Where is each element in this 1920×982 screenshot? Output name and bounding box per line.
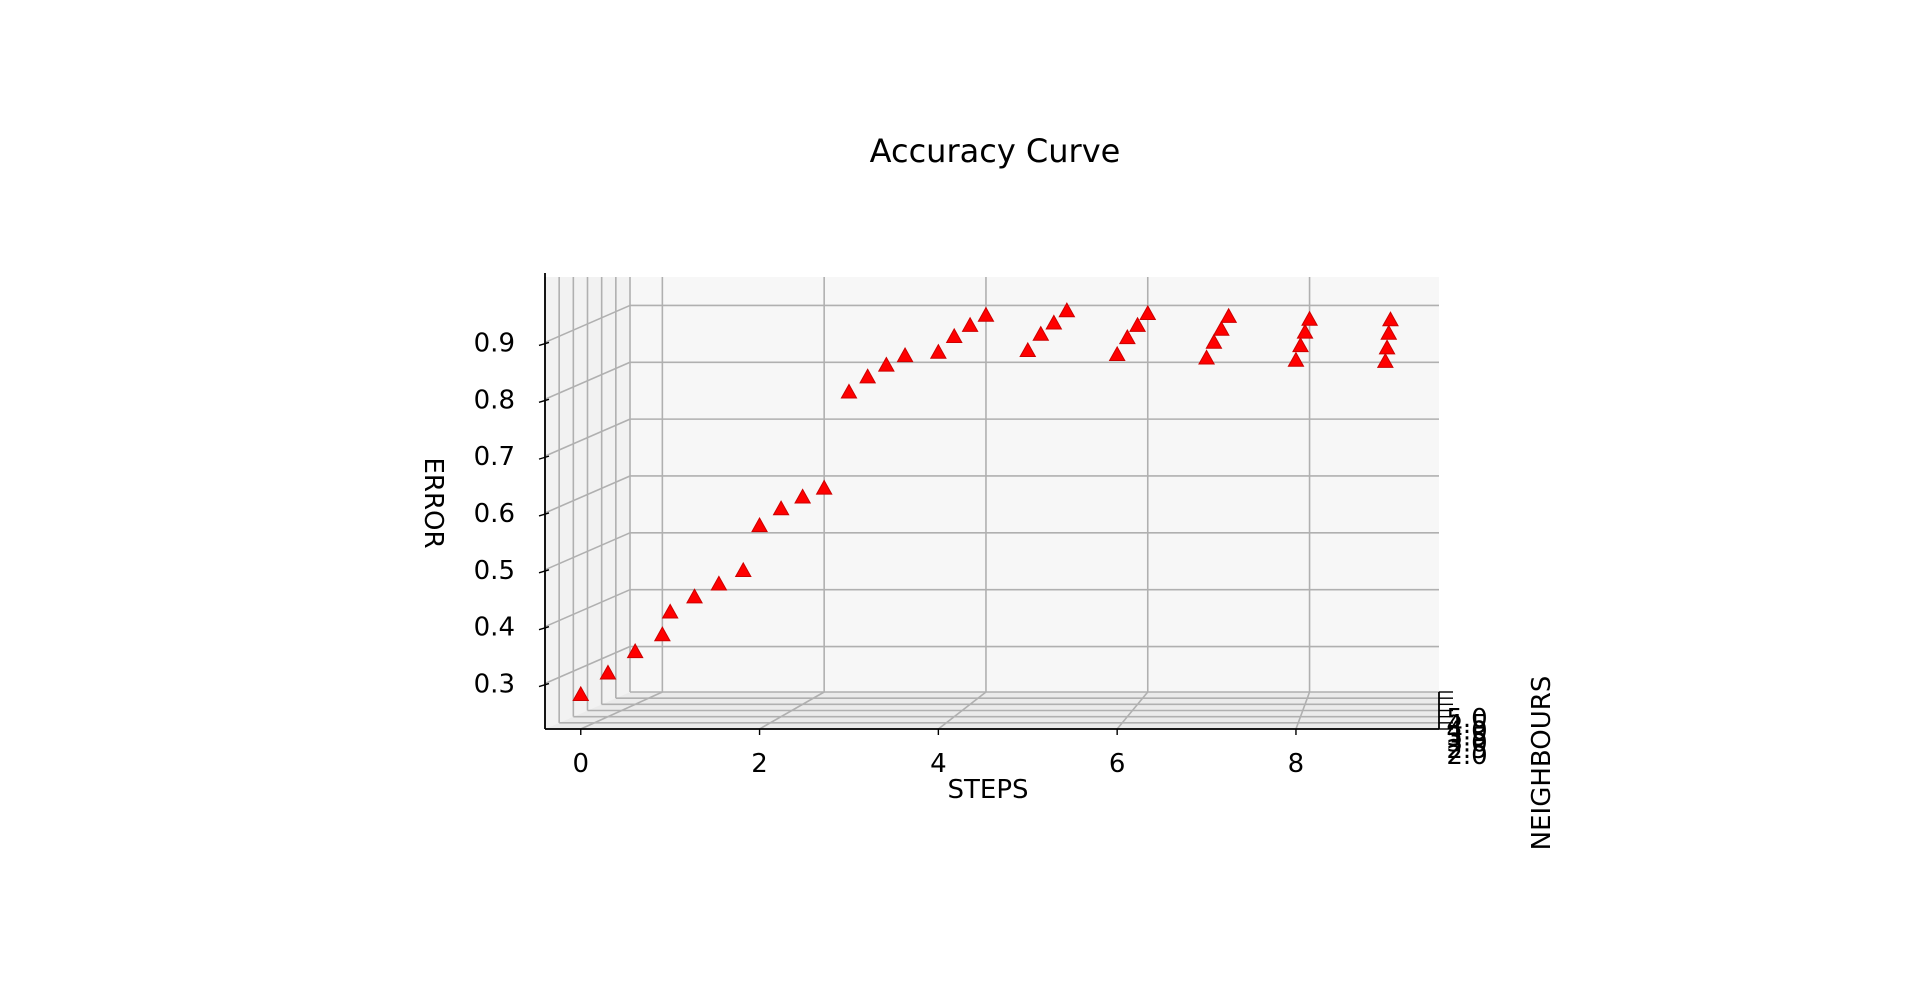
y-tick-label: 4.5 bbox=[1446, 710, 1487, 740]
tick-labels: 0 2 4 6 8 0.3 0.4 0.5 0.6 0.7 0.8 0.9 2.02.53.03.54.… bbox=[474, 328, 1488, 779]
x-axis-label: STEPS bbox=[948, 775, 1029, 805]
data-point bbox=[599, 664, 617, 680]
data-point bbox=[661, 603, 679, 619]
x-tick-label: 0 bbox=[572, 749, 589, 779]
data-point bbox=[1108, 345, 1126, 362]
data-point bbox=[1380, 324, 1398, 340]
z-axis-label: ERROR bbox=[418, 457, 448, 548]
data-point bbox=[1205, 333, 1223, 349]
data-point bbox=[1378, 339, 1396, 355]
z-tick-mark bbox=[538, 341, 550, 347]
data-point bbox=[626, 643, 644, 659]
data-point bbox=[1129, 316, 1147, 332]
z-tick-mark bbox=[538, 398, 550, 403]
y-tick-label: 3.0 bbox=[1446, 729, 1487, 759]
data-point bbox=[1212, 320, 1230, 336]
data-point bbox=[734, 561, 752, 578]
data-point bbox=[1376, 352, 1394, 368]
data-point bbox=[653, 626, 671, 642]
data-point bbox=[1198, 349, 1216, 365]
z-tick-label: 0.7 bbox=[474, 442, 515, 472]
chart-title: Accuracy Curve bbox=[870, 132, 1121, 170]
data-point bbox=[1058, 302, 1076, 318]
data-point bbox=[929, 343, 947, 359]
data-point bbox=[1296, 323, 1314, 339]
data-point bbox=[710, 575, 728, 591]
data-point bbox=[1287, 351, 1305, 367]
data-point bbox=[877, 356, 895, 372]
y-tick-label: 2.0 bbox=[1446, 741, 1487, 771]
data-point bbox=[1045, 314, 1063, 330]
back-pane bbox=[630, 277, 1439, 692]
x-tick-label: 6 bbox=[1109, 749, 1126, 779]
z-tick-label: 0.5 bbox=[474, 556, 515, 586]
data-point bbox=[751, 517, 769, 533]
x-tick-label: 8 bbox=[1288, 749, 1305, 779]
data-point bbox=[840, 383, 858, 399]
data-point bbox=[1220, 307, 1238, 323]
z-tick-label: 0.9 bbox=[474, 328, 515, 358]
data-point bbox=[1139, 304, 1157, 321]
data-point bbox=[945, 327, 963, 344]
grid-lines bbox=[544, 277, 1439, 730]
data-point bbox=[1019, 341, 1037, 358]
data-point bbox=[859, 368, 877, 384]
z-tick-mark bbox=[538, 626, 550, 631]
y-tick-label: 2.5 bbox=[1446, 735, 1487, 765]
data-point bbox=[977, 306, 995, 322]
z-tick-mark bbox=[538, 682, 550, 688]
data-point bbox=[1118, 329, 1136, 345]
data-point bbox=[572, 685, 590, 701]
y-axis-label: NEIGHBOURS bbox=[1527, 676, 1557, 851]
data-points bbox=[572, 302, 1399, 701]
data-point bbox=[815, 479, 833, 495]
data-point bbox=[772, 500, 790, 516]
z-tick-mark bbox=[538, 569, 550, 574]
z-tick-label: 0.6 bbox=[474, 499, 515, 529]
y-tick-label: 3.5 bbox=[1446, 723, 1487, 753]
data-point bbox=[1382, 311, 1399, 327]
y-tick-label: 4.0 bbox=[1446, 716, 1487, 746]
x-tick-label: 4 bbox=[930, 749, 947, 779]
z-tick-mark bbox=[538, 512, 550, 517]
data-point bbox=[794, 488, 812, 504]
z-tick-mark bbox=[538, 455, 550, 460]
data-point bbox=[1292, 336, 1309, 353]
z-tick-label: 0.3 bbox=[474, 670, 515, 700]
z-tick-label: 0.4 bbox=[474, 613, 515, 643]
data-point bbox=[686, 588, 703, 604]
z-tick-label: 0.8 bbox=[474, 385, 515, 415]
data-point bbox=[1301, 310, 1319, 326]
data-point bbox=[896, 346, 914, 363]
y-tick-label: 5.0 bbox=[1446, 704, 1487, 734]
x-tick-label: 2 bbox=[751, 749, 768, 779]
data-point bbox=[1032, 325, 1050, 341]
data-point bbox=[961, 316, 979, 332]
